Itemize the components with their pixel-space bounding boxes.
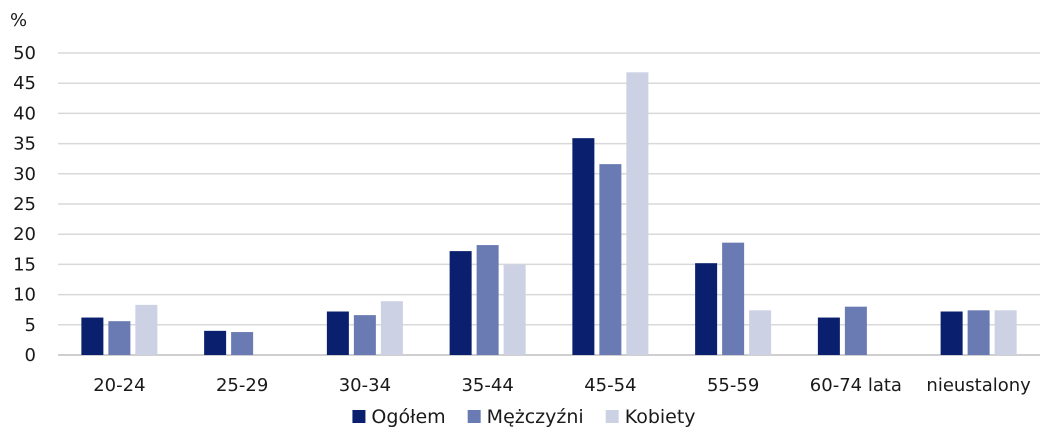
bar-kobiety-35-44 [503, 264, 526, 355]
x-category-label: 30-34 [339, 375, 391, 396]
x-category-label: 25-29 [216, 375, 268, 396]
bar-ogółem-nieustalony [940, 311, 963, 355]
y-tick-label: 0 [25, 345, 36, 366]
y-tick-label: 5 [25, 315, 36, 336]
bar-mężczyźni-20-24 [108, 321, 131, 355]
bar-mężczyźni-35-44 [476, 245, 499, 355]
y-tick-label: 45 [13, 73, 36, 94]
bar-mężczyźni-nieustalony [967, 310, 990, 355]
bar-ogółem-60-74-lata [817, 317, 840, 355]
bar-ogółem-55-59 [695, 263, 718, 355]
bar-ogółem-45-54 [572, 138, 595, 355]
bar-kobiety-30-34 [380, 301, 403, 355]
legend-swatch [352, 410, 366, 423]
bars [81, 72, 1017, 355]
y-axis-ticks: 0 5 10 15 20 25 30 35 40 45 50 [13, 43, 36, 366]
x-axis-categories: 20-24 25-29 30-34 35-44 45-54 55-59 60-74 lata… [93, 375, 1031, 396]
bar-mężczyźni-55-59 [722, 242, 745, 355]
x-category-label: 55-59 [707, 375, 759, 396]
y-tick-label: 10 [13, 285, 36, 306]
legend-label: Ogółem [371, 406, 445, 428]
y-tick-label: 40 [13, 103, 36, 124]
bar-mężczyźni-25-29 [231, 332, 254, 355]
bar-mężczyźni-45-54 [599, 164, 622, 355]
bar-kobiety-20-24 [135, 304, 158, 355]
legend-swatch [605, 410, 619, 423]
y-tick-label: 35 [13, 134, 36, 155]
bar-ogółem-35-44 [449, 251, 472, 355]
legend-label: Mężczyźni [487, 406, 584, 428]
x-category-label: 20-24 [93, 375, 145, 396]
legend-swatch [467, 410, 481, 423]
bar-ogółem-25-29 [204, 330, 227, 355]
y-axis-unit-label: % [10, 10, 27, 31]
x-category-label: nieustalony [926, 375, 1031, 396]
x-category-label: 45-54 [584, 375, 636, 396]
bar-mężczyźni-60-74-lata [844, 306, 867, 355]
gridlines [58, 52, 1040, 356]
y-tick-label: 25 [13, 194, 36, 215]
x-category-label: 35-44 [461, 375, 513, 396]
y-tick-label: 15 [13, 254, 36, 275]
x-category-label: 60-74 lata [810, 375, 902, 396]
bar-mężczyźni-30-34 [353, 315, 376, 355]
bar-ogółem-20-24 [81, 317, 104, 355]
y-tick-label: 30 [13, 164, 36, 185]
bar-ogółem-30-34 [326, 311, 349, 355]
bar-kobiety-55-59 [749, 310, 772, 355]
legend-label: Kobiety [625, 406, 696, 428]
y-tick-label: 50 [13, 43, 36, 64]
y-tick-label: 20 [13, 224, 36, 245]
bar-kobiety-nieustalony [994, 310, 1017, 355]
legend: Ogółem Mężczyźni Kobiety [352, 406, 696, 428]
bar-kobiety-45-54 [626, 72, 649, 355]
